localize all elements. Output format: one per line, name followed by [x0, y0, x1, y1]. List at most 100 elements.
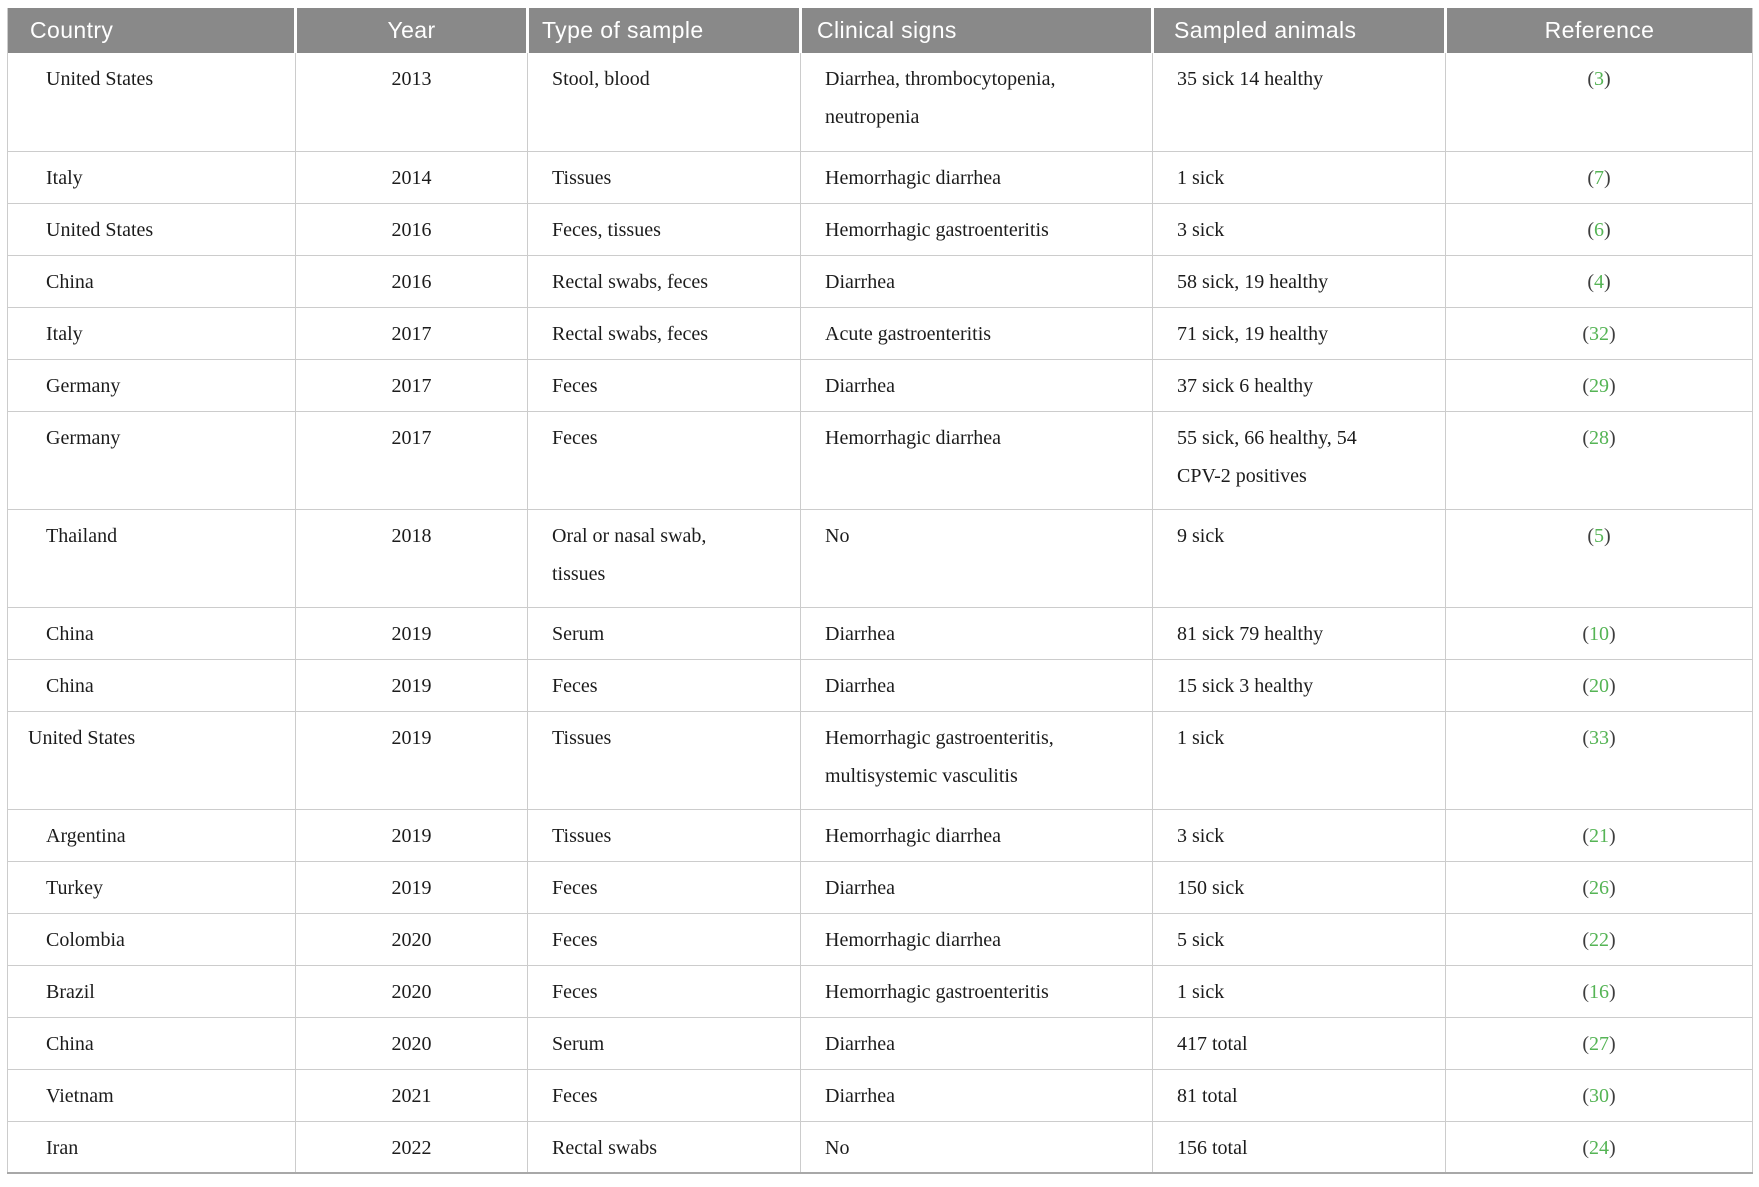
reference-paren-open: ( [1587, 218, 1594, 241]
reference-link[interactable]: 5 [1594, 524, 1604, 547]
reference-paren-close: ) [1604, 166, 1611, 189]
cell-animals: 58 sick, 19 healthy [1152, 255, 1446, 308]
reference-paren-close: ) [1609, 824, 1616, 847]
reference-paren-close: ) [1609, 426, 1616, 449]
reference-link[interactable]: 7 [1594, 166, 1604, 189]
cell-signs: No [800, 509, 1153, 608]
cell-sample: Serum [527, 1017, 801, 1070]
reference-paren-close: ) [1609, 374, 1616, 397]
cell-animals: 9 sick [1152, 509, 1446, 608]
reference-paren-close: ) [1604, 218, 1611, 241]
reference-paren-open: ( [1582, 674, 1589, 697]
cell-sample: Feces [527, 411, 801, 510]
cell-signs: Diarrhea [800, 359, 1153, 412]
cell-sample: Stool, blood [527, 53, 801, 152]
cell-animals: 81 sick 79 healthy [1152, 607, 1446, 660]
cell-year: 2016 [295, 203, 528, 256]
header-label-sample: Type of sample [542, 17, 704, 43]
header-label-reference: Reference [1544, 17, 1655, 43]
cell-reference: (7) [1445, 151, 1753, 204]
cell-sample: Tissues [527, 809, 801, 862]
table-row: United States 2019 Tissues Hemorrhagic gast… [7, 711, 1753, 810]
header-label-animals: Sampled animals [1174, 17, 1357, 43]
cell-year: 2014 [295, 151, 528, 204]
table-row: Italy 2014 Tissues Hemorrhagic diarrhea 1 si… [7, 151, 1753, 204]
reference-link[interactable]: 27 [1589, 1032, 1609, 1055]
cell-sample: Tissues [527, 711, 801, 810]
reference-link[interactable]: 26 [1589, 876, 1609, 899]
reference-link[interactable]: 3 [1594, 68, 1604, 90]
reference-link[interactable]: 32 [1589, 322, 1609, 345]
cell-reference: (29) [1445, 359, 1753, 412]
reference-paren-open: ( [1582, 824, 1589, 847]
cell-country: China [7, 1017, 296, 1070]
reference-paren-open: ( [1582, 322, 1589, 345]
reference-link[interactable]: 22 [1589, 928, 1609, 951]
cell-signs: Hemorrhagic diarrhea [800, 411, 1153, 510]
cell-sample: Feces [527, 359, 801, 412]
reference-link[interactable]: 30 [1589, 1084, 1609, 1107]
reference-paren-open: ( [1587, 270, 1594, 293]
cell-sample: Oral or nasal swab, tissues [527, 509, 801, 608]
reference-link[interactable]: 10 [1589, 622, 1609, 645]
cell-animals: 37 sick 6 healthy [1152, 359, 1446, 412]
cell-reference: (16) [1445, 965, 1753, 1018]
reference-link[interactable]: 21 [1589, 824, 1609, 847]
reference-paren-open: ( [1582, 1136, 1589, 1159]
cell-country: United States [7, 203, 296, 256]
reference-link[interactable]: 4 [1594, 270, 1604, 293]
table-header-row: Country Year Type of sample Clinical signs S… [7, 8, 1753, 53]
table-row: Germany 2017 Feces Diarrhea 37 sick 6 health… [7, 359, 1753, 412]
header-cell-signs: Clinical signs [800, 8, 1154, 53]
reference-paren-close: ) [1609, 980, 1616, 1003]
reference-link[interactable]: 16 [1589, 980, 1609, 1003]
reference-link[interactable]: 29 [1589, 374, 1609, 397]
cell-reference: (21) [1445, 809, 1753, 862]
header-label-signs: Clinical signs [817, 17, 957, 43]
header-cell-animals: Sampled animals [1152, 8, 1447, 53]
cell-reference: (22) [1445, 913, 1753, 966]
reference-paren-close: ) [1604, 524, 1611, 547]
table-row: China 2019 Serum Diarrhea 81 sick 79 healthy… [7, 607, 1753, 660]
cell-signs: Diarrhea [800, 607, 1153, 660]
cell-sample: Rectal swabs [527, 1121, 801, 1174]
cell-animals: 417 total [1152, 1017, 1446, 1070]
cell-signs: No [800, 1121, 1153, 1174]
cell-reference: (24) [1445, 1121, 1753, 1174]
reference-link[interactable]: 33 [1589, 726, 1609, 749]
cell-country: Thailand [7, 509, 296, 608]
reference-paren-close: ) [1609, 1084, 1616, 1107]
cell-reference: (28) [1445, 411, 1753, 510]
cell-signs: Acute gastroenteritis [800, 307, 1153, 360]
cell-signs: Hemorrhagic diarrhea [800, 809, 1153, 862]
reference-paren-close: ) [1609, 726, 1616, 749]
header-cell-country: Country [7, 8, 297, 53]
cell-country: United States [7, 53, 296, 152]
reference-link[interactable]: 20 [1589, 674, 1609, 697]
cell-year: 2019 [295, 809, 528, 862]
cell-country: Italy [7, 151, 296, 204]
cell-signs: Diarrhea [800, 1017, 1153, 1070]
cell-country: China [7, 659, 296, 712]
cell-reference: (30) [1445, 1069, 1753, 1122]
table-row: Vietnam 2021 Feces Diarrhea 81 total (30) [7, 1069, 1753, 1122]
cell-signs: Diarrhea, thrombocytopenia, neutropenia [800, 53, 1153, 152]
reference-link[interactable]: 6 [1594, 218, 1604, 241]
reference-paren-open: ( [1582, 426, 1589, 449]
cell-signs: Hemorrhagic diarrhea [800, 913, 1153, 966]
cell-signs: Diarrhea [800, 659, 1153, 712]
cell-animals: 156 total [1152, 1121, 1446, 1174]
reference-link[interactable]: 24 [1589, 1136, 1609, 1159]
cell-year: 2017 [295, 411, 528, 510]
cell-sample: Serum [527, 607, 801, 660]
cell-sample: Feces [527, 659, 801, 712]
cell-sample: Feces [527, 861, 801, 914]
cell-reference: (4) [1445, 255, 1753, 308]
table-row: Italy 2017 Rectal swabs, feces Acute gastro… [7, 307, 1753, 360]
cell-signs: Diarrhea [800, 1069, 1153, 1122]
cell-sample: Feces [527, 1069, 801, 1122]
cell-animals: 1 sick [1152, 711, 1446, 810]
cell-year: 2013 [295, 53, 528, 152]
cell-reference: (3) [1445, 53, 1753, 152]
reference-link[interactable]: 28 [1589, 426, 1609, 449]
